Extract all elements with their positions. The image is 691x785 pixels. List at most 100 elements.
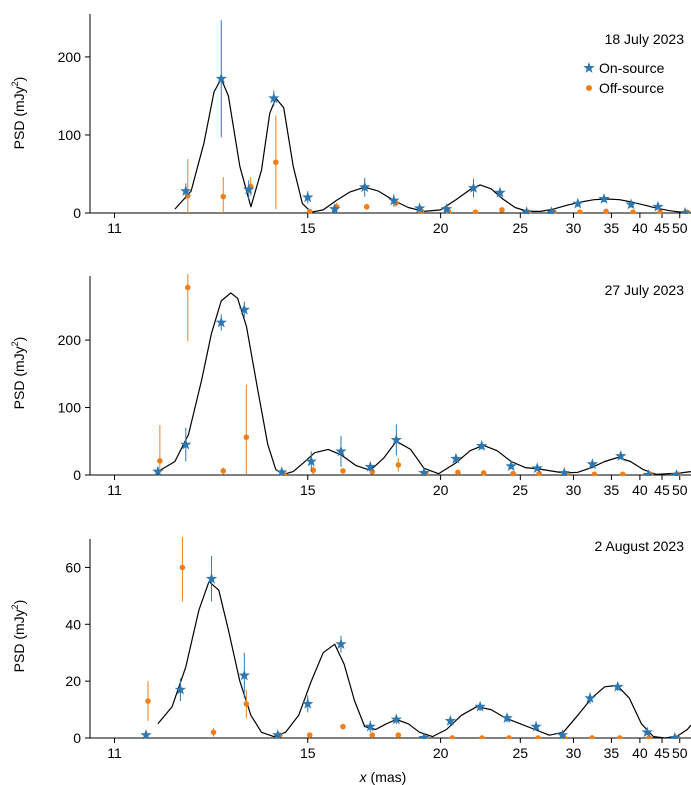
y-tick-label: 200 [58,332,82,348]
panel-1: 0 100 200 11 15 20 25 30 35 40 45 50 18 July 2023 O… [10,14,691,236]
on-source-point [598,192,610,204]
panel-2-title: 27 July 2023 [605,282,685,298]
on-source-point [418,466,430,476]
off-source-point [646,735,652,739]
x-tick-label: 11 [107,482,122,498]
off-source-point [369,732,376,738]
panel-1-title: 18 July 2023 [605,31,685,47]
off-source-point [243,434,250,441]
model-curve [157,292,691,475]
off-source-point [472,209,479,214]
off-source-point [369,468,376,475]
off-source-point [455,469,461,476]
legend-off-source-dot-icon [586,85,592,91]
x-tick-label: 35 [604,220,620,236]
off-source-point [310,467,317,474]
off-source-point [157,458,163,464]
x-tick-label: 25 [513,220,529,236]
off-source-point [449,735,456,739]
off-source-point [340,468,346,474]
model-curve [157,581,691,739]
off-source-point [363,203,370,210]
off-source-point [499,207,505,213]
on-source-point [505,460,517,472]
off-source-point [479,735,485,739]
x-tick-label: 50 [672,482,688,498]
on-source-point [652,200,664,212]
panel-3-ylabel: PSD (mJy2) [10,600,27,673]
panel-3-plot: 0 20 40 60 11 15 20 25 30 35 40 45 50 [65,537,691,761]
on-source-point [625,198,637,210]
x-tick-label: 20 [433,482,449,498]
x-tick-label: 35 [604,482,620,498]
on-source-point [545,206,558,214]
legend-on-source-star-icon [583,62,595,73]
panel-1-plot: 0 100 200 11 15 20 25 30 35 40 45 50 [58,14,691,236]
off-source-point [273,159,279,166]
off-source-point [210,729,217,736]
x-tick-label: 20 [433,745,449,761]
off-source-point [506,735,512,739]
off-source-point [480,470,487,476]
on-source-point [558,466,571,476]
x-tick-label: 50 [672,745,688,761]
x-tick-label: 20 [433,220,449,236]
y-tick-label: 100 [58,127,82,143]
panel-2: 0 100 200 11 15 20 25 30 35 40 45 50 27 July 2023 P… [10,274,691,498]
x-tick-label: 11 [107,220,122,236]
legend-on-source-label: On-source [599,60,665,76]
off-source-point [184,284,191,291]
off-source-point [145,698,151,704]
off-source-point [616,735,623,739]
off-source-point [591,471,598,476]
x-tick-label: 35 [604,745,620,761]
panel-1-ylabel: PSD (mJy2) [10,77,27,150]
on-source-point [418,732,430,739]
panel-3-title: 2 August 2023 [594,538,684,554]
x-tick-label: 15 [300,482,316,498]
off-source-point [577,209,583,214]
x-tick-label: 50 [672,220,688,236]
model-curve [174,78,691,214]
panel-2-plot-area [152,274,691,476]
panel-3-plot-area [140,537,691,739]
on-source-point [531,462,543,474]
panel-1-plot-area [174,20,691,214]
off-source-point [243,701,250,707]
x-tick-label: 25 [513,482,529,498]
on-source-point [679,207,691,214]
off-source-point [395,732,402,738]
x-tick-label: 11 [107,745,122,761]
panel-2-ylabel: PSD (mJy2) [10,337,27,410]
on-source-point [670,469,683,476]
x-tick-label: 15 [300,745,316,761]
off-source-point [619,471,626,476]
off-source-point [220,193,227,200]
off-source-point [630,209,636,214]
y-tick-label: 0 [73,467,81,483]
y-tick-label: 20 [65,673,81,689]
y-tick-label: 0 [73,730,81,746]
x-tick-label: 15 [300,220,316,236]
x-tick-label: 40 [632,220,648,236]
y-tick-label: 40 [65,616,81,632]
on-source-point [572,197,584,209]
off-source-point [184,193,191,199]
x-tick-label: 30 [566,220,582,236]
off-source-point [657,209,663,214]
y-tick-label: 0 [73,205,81,221]
off-source-point [179,564,186,571]
legend-off-source-label: Off-source [599,80,664,96]
off-source-point [395,462,402,468]
legend: On-source Off-source [583,60,665,96]
y-tick-label: 100 [58,400,82,416]
on-source-point [669,732,681,739]
y-tick-label: 200 [58,49,82,65]
y-tick-label: 60 [65,559,81,575]
off-source-point [306,732,313,738]
off-source-point [220,468,227,474]
x-tick-label: 40 [632,482,648,498]
x-tick-label: 45 [654,745,670,761]
